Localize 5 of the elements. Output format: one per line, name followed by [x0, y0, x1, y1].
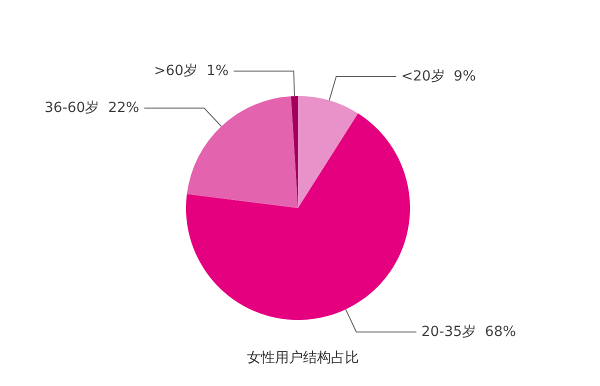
slice-label: <20岁 9% — [401, 68, 476, 84]
slice-label: 36-60岁 22% — [44, 100, 140, 116]
slice-label: 20-35岁 68% — [421, 324, 516, 340]
text: 女性用户结构占比 — [247, 350, 359, 366]
slice-label: >60岁 1% — [154, 63, 229, 80]
